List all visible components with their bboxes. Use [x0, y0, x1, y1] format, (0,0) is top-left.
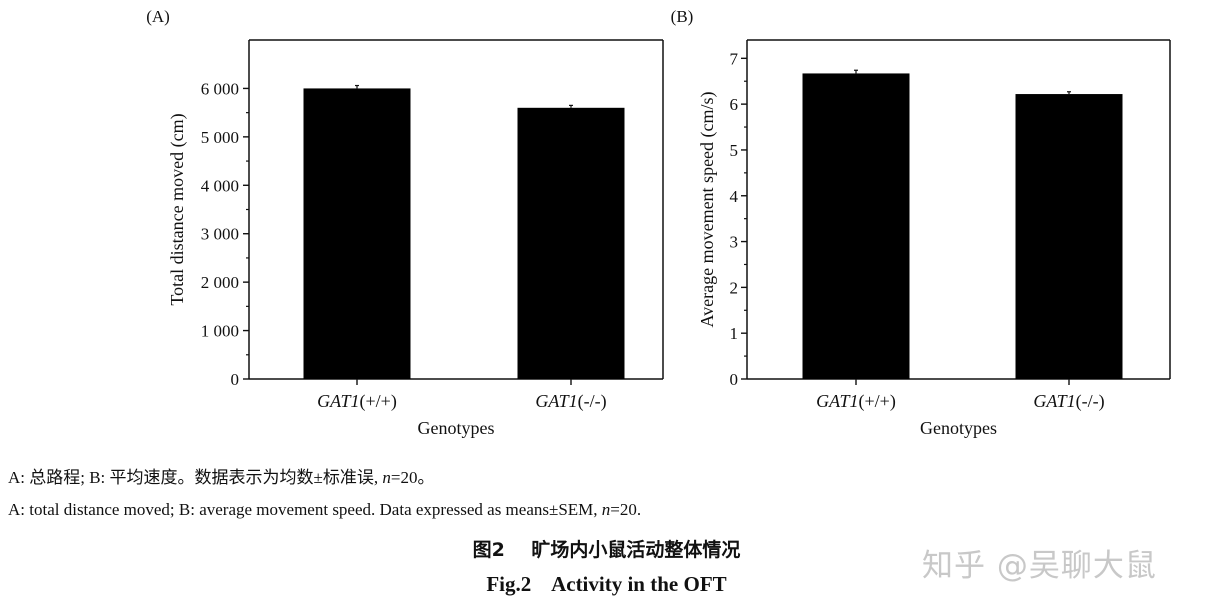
panel-a-y-tick-label: 1 000 — [201, 322, 239, 341]
caption-english-n: n — [601, 500, 611, 519]
panel-b-bar-1 — [802, 73, 910, 379]
caption-english-text: A: total distance moved; B: average move… — [8, 500, 602, 519]
panel-b-label: (B) — [671, 7, 694, 26]
caption-english-tail: =20. — [610, 500, 642, 519]
panel-a-y-tick-label: 2 000 — [201, 273, 239, 292]
watermark: 知乎 @吴聊大鼠 — [922, 548, 1157, 584]
panel-a-bar-2 — [517, 107, 625, 380]
caption-chinese-n: n — [382, 468, 391, 487]
panel-a-label: (A) — [146, 7, 170, 26]
figure-title-chinese: 图2 旷场内小鼠活动整体情况 — [472, 539, 741, 561]
panel-b-bar-2 — [1015, 94, 1123, 379]
panel-a-y-tick-label: 4 000 — [201, 176, 239, 195]
panel-b-y-tick-label: 2 — [730, 278, 739, 297]
panel-a-category-label-1: GAT1(+/+) — [317, 391, 397, 412]
panel-a-y-tick-label: 0 — [231, 370, 240, 389]
panel-a-x-axis-title: Genotypes — [418, 418, 495, 438]
panel-a-y-tick-label: 6 000 — [201, 79, 239, 98]
caption-chinese: A: 总路程; B: 平均速度。数据表示为均数±标准误, n=20。 — [8, 463, 434, 488]
panel-b-y-tick-label: 0 — [730, 370, 739, 389]
figure-title-english: Fig.2 Activity in the OFT — [486, 572, 727, 596]
panel-a-y-axis-title: Total distance moved (cm) — [167, 113, 188, 305]
caption-chinese-text: A: 总路程; B: 平均速度。数据表示为均数±标准误, — [8, 468, 383, 487]
panel-a-y-tick-label: 3 000 — [201, 225, 239, 244]
caption-english: A: total distance moved; B: average move… — [8, 500, 641, 520]
panel-b-y-tick-label: 3 — [730, 233, 739, 252]
panel-b-category-label-1: GAT1(+/+) — [816, 391, 896, 412]
panel-b-y-tick-label: 1 — [730, 324, 739, 343]
figure-charts: (A) 0 1 000 2 000 3 000 4 000 5 000 6 000 Total … — [146, 7, 1171, 438]
panel-b-y-axis-title: Average movement speed (cm/s) — [697, 91, 718, 327]
panel-a-bar-1 — [303, 88, 411, 379]
panel-b-y-tick-label: 4 — [730, 187, 739, 206]
panel-a-category-label-2: GAT1(-/-) — [535, 391, 606, 412]
caption-chinese-tail: =20。 — [390, 468, 435, 487]
panel-b-y-tick-label: 7 — [730, 49, 739, 68]
panel-a-y-tick-label: 5 000 — [201, 128, 239, 147]
panel-b-y-tick-label: 5 — [730, 141, 739, 160]
panel-b-category-label-2: GAT1(-/-) — [1033, 391, 1104, 412]
panel-b-x-axis-title: Genotypes — [920, 418, 997, 438]
panel-b-y-tick-label: 6 — [730, 95, 739, 114]
